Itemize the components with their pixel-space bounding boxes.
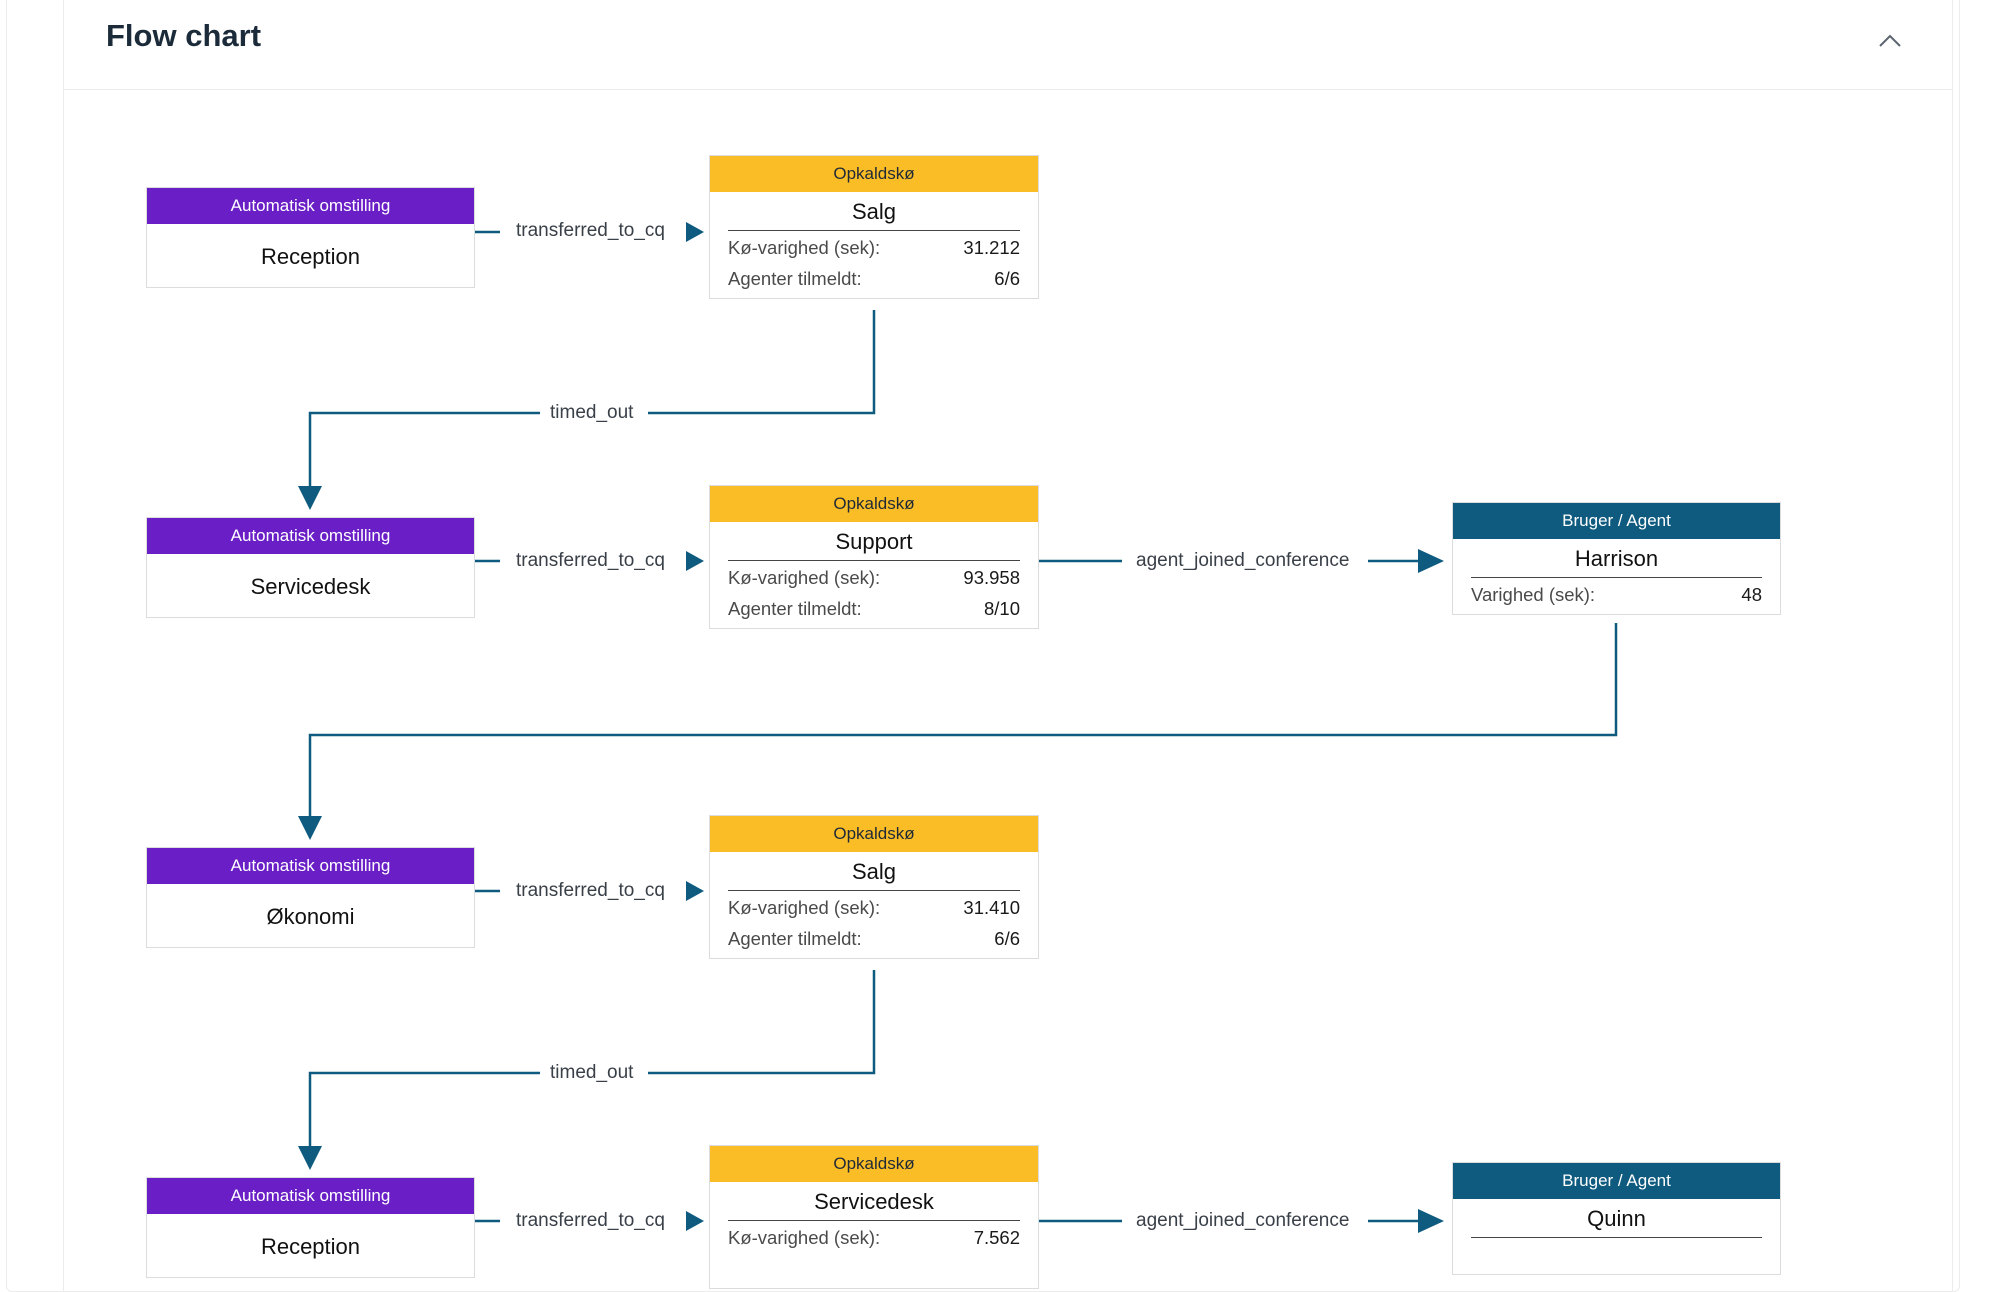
node-name: Servicedesk [250, 574, 371, 599]
agents-label: Agenter tilmeldt: [728, 268, 862, 289]
auto-attendant-node-reception[interactable]: Automatisk omstilling Reception [146, 187, 475, 288]
agent-node-harrison[interactable]: Bruger / Agent Harrison Varighed (sek): … [1452, 502, 1781, 615]
collapse-button[interactable] [1872, 25, 1908, 57]
auto-attendant-node-okonomi[interactable]: Automatisk omstilling Økonomi [146, 847, 475, 948]
agents-row: Agenter tilmeldt: 8/10 [728, 592, 1020, 623]
panel-header[interactable]: Flow chart [64, 0, 1952, 90]
queue-duration-row: Kø-varighed (sek): 31.410 [728, 891, 1020, 922]
node-type-label: Opkaldskø [710, 486, 1038, 522]
node-name: Support [728, 522, 1020, 561]
agents-label: Agenter tilmeldt: [728, 928, 862, 949]
edge-label-transferred: transferred_to_cq [506, 1210, 675, 1232]
call-queue-node-salg-2[interactable]: Opkaldskø Salg Kø-varighed (sek): 31.410… [709, 815, 1039, 959]
arrowhead-right-icon [686, 881, 704, 901]
auto-attendant-node-reception-2[interactable]: Automatisk omstilling Reception [146, 1177, 475, 1278]
queue-duration-label: Kø-varighed (sek): [728, 897, 881, 918]
panel-title: Flow chart [106, 18, 262, 53]
queue-duration-label: Kø-varighed (sek): [728, 237, 881, 258]
arrowhead-right-icon [686, 1211, 704, 1231]
node-name: Quinn [1471, 1199, 1762, 1238]
node-type-label: Opkaldskø [710, 1146, 1038, 1182]
node-name: Servicedesk [728, 1182, 1020, 1221]
agents-value: 8/10 [983, 598, 1020, 619]
edge-label-agent-joined: agent_joined_conference [1126, 1210, 1360, 1232]
node-name: Reception [260, 1234, 361, 1259]
agents-value: 6/6 [994, 928, 1020, 949]
edge-label-transferred: transferred_to_cq [506, 550, 675, 572]
queue-duration-row: Kø-varighed (sek): 7.562 [728, 1221, 1020, 1252]
arrowhead-right-icon [686, 222, 704, 242]
edge-label-agent-joined: agent_joined_conference [1126, 550, 1360, 572]
edge-line [648, 970, 876, 1075]
queue-duration-row: Kø-varighed (sek): 31.212 [728, 231, 1020, 262]
call-queue-node-support[interactable]: Opkaldskø Support Kø-varighed (sek): 93.… [709, 485, 1039, 629]
edge-line [308, 623, 1618, 818]
node-name: Harrison [1471, 539, 1762, 578]
edge-line [648, 310, 876, 415]
edge-line [308, 411, 542, 488]
node-name: Salg [728, 192, 1020, 231]
node-type-label: Automatisk omstilling [147, 1178, 474, 1214]
duration-row: Varighed (sek): 48 [1471, 578, 1762, 609]
call-queue-node-salg[interactable]: Opkaldskø Salg Kø-varighed (sek): 31.212… [709, 155, 1039, 299]
arrowhead-down-icon [298, 1146, 322, 1170]
duration-value: 48 [1741, 584, 1762, 605]
node-type-label: Automatisk omstilling [147, 188, 474, 224]
node-type-label: Automatisk omstilling [147, 518, 474, 554]
queue-duration-value: 93.958 [963, 567, 1020, 588]
node-type-label: Bruger / Agent [1453, 503, 1780, 539]
flow-connectors [298, 222, 1618, 1233]
arrowhead-down-icon [298, 816, 322, 840]
node-name: Salg [728, 852, 1020, 891]
duration-label: Varighed (sek): [1471, 584, 1596, 605]
edge-line [308, 1071, 542, 1148]
call-queue-node-servicedesk[interactable]: Opkaldskø Servicedesk Kø-varighed (sek):… [709, 1145, 1039, 1289]
queue-duration-value: 31.410 [963, 897, 1020, 918]
node-name: Økonomi [266, 904, 355, 929]
arrowhead-right-icon [1418, 1209, 1444, 1233]
agents-value: 6/6 [994, 268, 1020, 289]
arrowhead-down-icon [298, 486, 322, 510]
node-type-label: Bruger / Agent [1453, 1163, 1780, 1199]
edge-label-timed-out: timed_out [540, 1062, 644, 1084]
node-name: Reception [260, 244, 361, 269]
arrowhead-right-icon [686, 551, 704, 571]
edge-label-transferred: transferred_to_cq [506, 880, 675, 902]
agents-row: Agenter tilmeldt: 6/6 [728, 262, 1020, 293]
node-type-label: Opkaldskø [710, 816, 1038, 852]
queue-duration-label: Kø-varighed (sek): [728, 567, 881, 588]
queue-duration-value: 7.562 [973, 1227, 1020, 1248]
agents-label: Agenter tilmeldt: [728, 598, 862, 619]
queue-duration-label: Kø-varighed (sek): [728, 1227, 881, 1248]
agents-row: Agenter tilmeldt: 6/6 [728, 922, 1020, 953]
agent-node-quinn[interactable]: Bruger / Agent Quinn [1452, 1162, 1781, 1275]
edge-label-transferred: transferred_to_cq [506, 220, 675, 242]
edge-label-timed-out: timed_out [540, 402, 644, 424]
auto-attendant-node-servicedesk[interactable]: Automatisk omstilling Servicedesk [146, 517, 475, 618]
node-type-label: Automatisk omstilling [147, 848, 474, 884]
arrowhead-right-icon [1418, 549, 1444, 573]
queue-duration-value: 31.212 [963, 237, 1020, 258]
node-type-label: Opkaldskø [710, 156, 1038, 192]
chevron-up-icon [1879, 34, 1901, 47]
queue-duration-row: Kø-varighed (sek): 93.958 [728, 561, 1020, 592]
